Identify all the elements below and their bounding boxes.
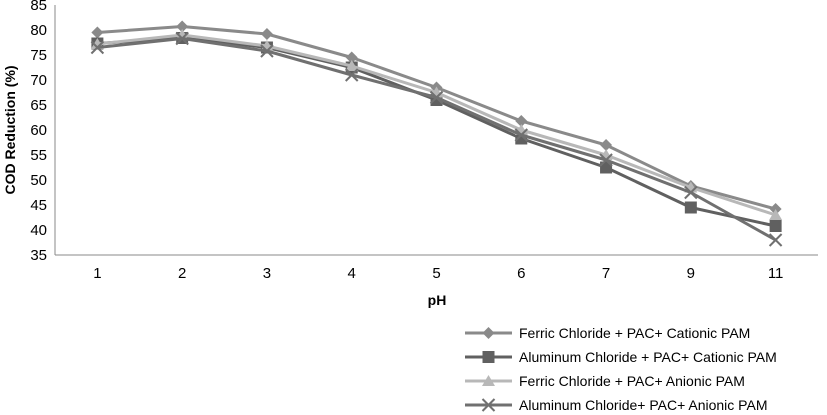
series-3: [90, 29, 783, 220]
x-marker: [175, 31, 189, 46]
series-4: [90, 31, 783, 247]
legend-item: Ferric Chloride + PAC+ Cationic PAM: [465, 325, 750, 341]
x-marker: [345, 68, 359, 82]
x-marker: [260, 44, 274, 58]
series-1: [91, 20, 782, 215]
series-line: [97, 37, 777, 242]
legend-label: Aluminum Chloride + PAC+ Cationic PAM: [519, 349, 777, 365]
y-tick-label: 35: [30, 247, 47, 264]
x-tick-label: 3: [263, 265, 271, 282]
axes: [54, 5, 818, 256]
x-marker: [90, 40, 105, 55]
y-tick-label: 40: [30, 222, 47, 239]
x-tick-label: 5: [432, 265, 440, 282]
legend-label: Ferric Chloride + PAC+ Cationic PAM: [519, 325, 750, 341]
x-marker: [514, 128, 528, 142]
x-marker: [429, 90, 444, 105]
diamond-marker: [600, 139, 613, 151]
y-tick-label: 45: [30, 197, 47, 214]
series-layer: [90, 20, 783, 247]
x-tick-label: 6: [517, 265, 525, 282]
square-marker: [600, 161, 613, 174]
x-tick-label: 9: [687, 265, 695, 282]
y-tick-label: 80: [30, 22, 47, 39]
x-tick-label: 2: [178, 265, 186, 282]
legend-label: Aluminum Chloride+ PAC+ Anionic PAM: [519, 397, 767, 413]
legend: Ferric Chloride + PAC+ Cationic PAM Alumi…: [465, 325, 777, 413]
y-tick-label: 70: [30, 72, 47, 89]
y-tick-labels: 35 40 45 50 55 60 65 70 75 80 85: [30, 0, 47, 264]
x-marker: [599, 153, 613, 167]
x-tick-label: 11: [768, 265, 784, 282]
legend-x-marker: [481, 398, 496, 412]
legend-diamond-marker: [482, 327, 495, 339]
y-tick-label: 85: [30, 0, 47, 14]
y-tick-label: 55: [30, 147, 47, 164]
legend-item: Aluminum Chloride+ PAC+ Anionic PAM: [465, 397, 767, 413]
diamond-marker: [91, 26, 104, 39]
legend-triangle-marker: [482, 375, 495, 386]
y-tick-label: 60: [30, 122, 47, 139]
x-marker: [768, 233, 783, 247]
triangle-marker: [175, 29, 189, 40]
square-marker: [769, 220, 782, 232]
series-line: [97, 36, 776, 228]
legend-item: Aluminum Chloride + PAC+ Cationic PAM: [465, 349, 777, 365]
legend-label: Ferric Chloride + PAC+ Anionic PAM: [519, 373, 745, 389]
triangle-marker: [345, 60, 359, 71]
series-line: [97, 33, 777, 217]
x-tick-labels: 1 2 3 4 5 6 7 9 11: [93, 265, 783, 282]
diamond-marker: [260, 28, 273, 40]
legend-square-marker: [482, 351, 495, 363]
square-marker: [684, 201, 697, 214]
diamond-marker: [515, 115, 528, 127]
legend-item: Ferric Chloride + PAC+ Anionic PAM: [465, 373, 745, 389]
diamond-marker: [345, 51, 358, 64]
x-marker: [684, 185, 698, 200]
series-2: [91, 32, 782, 232]
triangle-marker: [769, 209, 783, 220]
x-axis-title: pH: [428, 292, 447, 308]
x-tick-label: 4: [348, 265, 356, 282]
x-tick-label: 1: [93, 265, 101, 282]
y-axis-title: COD Reduction (%): [2, 65, 18, 194]
x-tick-label: 7: [602, 265, 610, 282]
diamond-marker: [176, 20, 189, 33]
y-tick-label: 75: [30, 47, 47, 64]
y-tick-label: 65: [30, 97, 47, 114]
y-tick-label: 50: [30, 172, 47, 189]
